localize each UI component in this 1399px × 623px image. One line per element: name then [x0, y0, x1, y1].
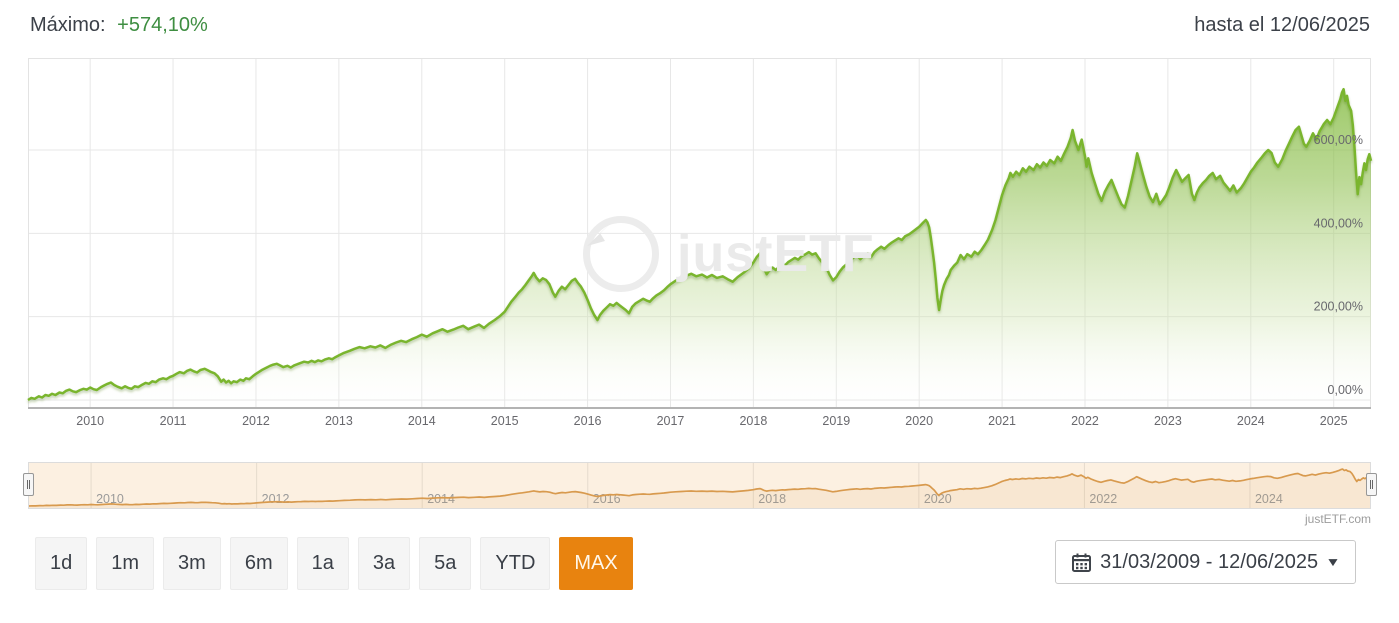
- svg-text:2017: 2017: [657, 414, 685, 428]
- range-button-5a[interactable]: 5a: [419, 537, 472, 590]
- chart-navigator[interactable]: 20102012201420162018202020222024: [23, 462, 1377, 509]
- svg-text:2015: 2015: [491, 414, 519, 428]
- svg-text:400,00%: 400,00%: [1314, 216, 1363, 230]
- svg-text:2018: 2018: [758, 492, 786, 506]
- main-chart-svg: 0,00%200,00%400,00%600,00%2010 2011 2012 20…: [27, 58, 1373, 428]
- calendar-icon: [1072, 553, 1092, 572]
- date-range-value: 31/03/2009 - 12/06/2025: [1100, 550, 1319, 573]
- date-range-picker[interactable]: 31/03/2009 - 12/06/2025 ▼: [1055, 540, 1356, 584]
- svg-text:2018: 2018: [739, 414, 767, 428]
- max-performance-label: Máximo:: [30, 14, 106, 36]
- svg-text:2022: 2022: [1071, 414, 1099, 428]
- navigator-left-handle[interactable]: [23, 473, 34, 496]
- svg-text:2019: 2019: [822, 414, 850, 428]
- svg-text:2023: 2023: [1154, 414, 1182, 428]
- range-button-1a[interactable]: 1a: [296, 537, 349, 590]
- navigator-background: [29, 463, 1370, 508]
- range-button-1m[interactable]: 1m: [96, 537, 155, 590]
- navigator-line: [29, 468, 1370, 507]
- svg-text:2013: 2013: [325, 414, 353, 428]
- performance-line: [27, 87, 1373, 402]
- range-button-ytd[interactable]: YTD: [480, 537, 551, 590]
- svg-text:2012: 2012: [242, 414, 270, 428]
- main-chart: 0,00% 200,00% 400,00% 600,00% 2010 2011 2012 20…: [27, 58, 1373, 433]
- until-date-label: hasta el 12/06/2025: [1194, 14, 1370, 36]
- navigator-gridlines: [90, 463, 1251, 508]
- svg-text:2025: 2025: [1320, 414, 1348, 428]
- range-buttons: 1d 1m 3m 6m 1a 3a 5a YTD MAX: [35, 537, 633, 590]
- caret-down-icon: ▼: [1325, 555, 1341, 569]
- svg-text:2024: 2024: [1237, 414, 1265, 428]
- svg-text:2024: 2024: [1255, 492, 1283, 506]
- range-button-1d[interactable]: 1d: [35, 537, 88, 590]
- svg-text:0,00%: 0,00%: [1328, 383, 1363, 397]
- navigator-svg: 20102012201420162018202020222024: [29, 463, 1370, 508]
- range-button-max[interactable]: MAX: [559, 537, 633, 590]
- y-axis-labels: 0,00% 200,00% 400,00% 600,00%: [1314, 133, 1363, 397]
- svg-text:2020: 2020: [924, 492, 952, 506]
- range-button-6m[interactable]: 6m: [229, 537, 288, 590]
- svg-text:2014: 2014: [408, 414, 436, 428]
- svg-text:2016: 2016: [574, 414, 602, 428]
- range-button-3m[interactable]: 3m: [163, 537, 221, 590]
- svg-text:2011: 2011: [160, 414, 187, 428]
- max-performance: Máximo: +574,10%: [30, 14, 208, 37]
- svg-text:2010: 2010: [76, 414, 104, 428]
- performance-area: [28, 89, 1371, 400]
- range-button-3a[interactable]: 3a: [357, 537, 411, 590]
- svg-text:2010: 2010: [96, 492, 124, 506]
- svg-text:2014: 2014: [427, 492, 455, 506]
- svg-text:600,00%: 600,00%: [1314, 133, 1363, 147]
- justetf-caption: justETF.com: [1304, 512, 1371, 526]
- svg-text:2022: 2022: [1089, 492, 1117, 506]
- max-performance-value: +574,10%: [117, 14, 208, 36]
- navigator-right-handle[interactable]: [1366, 473, 1377, 496]
- svg-text:2020: 2020: [905, 414, 933, 428]
- x-axis-labels: 2010 2011 2012 2013 2014 2015 2016 2017 2018 2019…: [76, 414, 1347, 428]
- svg-text:2021: 2021: [988, 414, 1016, 428]
- svg-text:200,00%: 200,00%: [1314, 300, 1363, 314]
